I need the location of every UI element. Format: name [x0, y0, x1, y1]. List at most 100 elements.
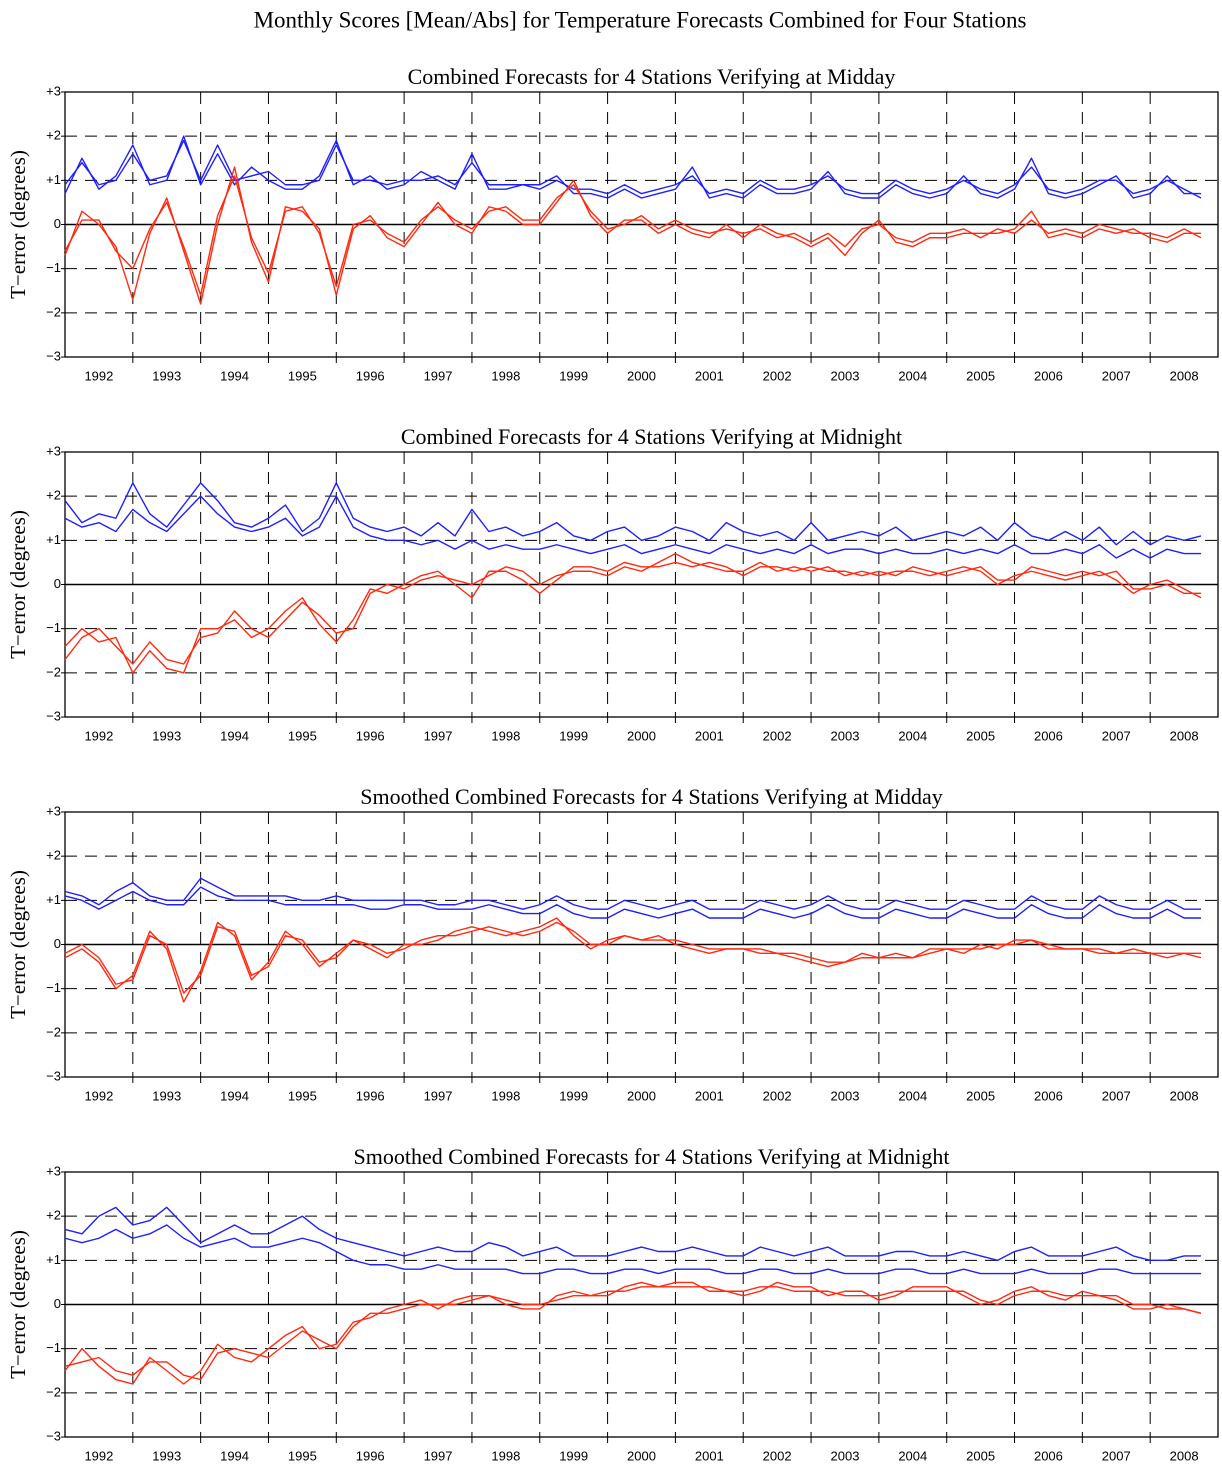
x-tick-label: 2000: [627, 728, 656, 743]
y-tick-label: −3: [46, 708, 61, 723]
x-tick-label: 2003: [831, 1448, 860, 1463]
data-line: [64, 139, 1202, 199]
x-tick-label: 2002: [763, 368, 792, 383]
y-tick-label: +2: [46, 488, 61, 503]
x-tick-label: 1998: [491, 368, 520, 383]
x-tick-label: 2001: [695, 728, 724, 743]
data-line: [64, 917, 1202, 1003]
x-tick-label: 1998: [491, 728, 520, 743]
x-tick-label: 1993: [152, 728, 181, 743]
x-tick-label: 2004: [898, 368, 927, 383]
y-tick-label: −1: [46, 980, 61, 995]
x-tick-label: 2005: [966, 368, 995, 383]
y-tick-label: −3: [46, 1068, 61, 1083]
panel-title: Combined Forecasts for 4 Stations Verify…: [408, 64, 896, 89]
x-tick-label: 1995: [288, 368, 317, 383]
data-line: [64, 166, 1202, 305]
data-line: [64, 886, 1202, 919]
x-tick-label: 2005: [966, 728, 995, 743]
x-tick-label: 2008: [1170, 728, 1199, 743]
y-tick-label: −2: [46, 1024, 61, 1039]
x-tick-label: 1999: [559, 368, 588, 383]
y-tick-label: −1: [46, 620, 61, 635]
x-tick-label: 1993: [152, 1088, 181, 1103]
x-tick-label: 1995: [288, 728, 317, 743]
y-tick-label: −2: [46, 664, 61, 679]
data-line: [64, 552, 1202, 665]
x-tick-label: 2000: [627, 1088, 656, 1103]
panel-title: Smoothed Combined Forecasts for 4 Statio…: [354, 1144, 950, 1169]
y-tick-label: +2: [46, 128, 61, 143]
x-tick-label: 1996: [356, 1448, 385, 1463]
y-tick-label: 0: [54, 1296, 61, 1311]
data-line: [64, 1206, 1202, 1262]
x-tick-label: 2008: [1170, 1088, 1199, 1103]
data-line: [64, 921, 1202, 994]
y-tick-label: −2: [46, 1384, 61, 1399]
x-tick-label: 2002: [763, 728, 792, 743]
x-tick-label: 1999: [559, 1088, 588, 1103]
y-tick-label: −2: [46, 304, 61, 319]
x-tick-label: 1997: [424, 368, 453, 383]
y-tick-label: 0: [54, 576, 61, 591]
plot-frame: [64, 451, 1219, 718]
x-tick-label: 1992: [84, 1448, 113, 1463]
y-tick-label: +3: [46, 443, 61, 458]
y-tick-label: 0: [54, 216, 61, 231]
x-tick-label: 2006: [1034, 1448, 1063, 1463]
x-tick-label: 1996: [356, 1088, 385, 1103]
y-axis-label: T−error (degrees): [6, 1230, 30, 1379]
x-tick-label: 2004: [898, 1088, 927, 1103]
y-tick-label: +3: [46, 1163, 61, 1178]
y-tick-label: +3: [46, 83, 61, 98]
x-tick-label: 1993: [152, 368, 181, 383]
x-tick-label: 2004: [898, 728, 927, 743]
y-tick-label: +3: [46, 803, 61, 818]
x-tick-label: 1997: [424, 1448, 453, 1463]
figure-title: Monthly Scores [Mean/Abs] for Temperatur…: [254, 7, 1027, 32]
y-axis-label: T−error (degrees): [6, 150, 30, 299]
x-tick-label: 1999: [559, 1448, 588, 1463]
data-line: [64, 1281, 1202, 1385]
x-tick-label: 2008: [1170, 1448, 1199, 1463]
y-tick-label: +2: [46, 848, 61, 863]
x-tick-label: 1997: [424, 728, 453, 743]
x-tick-label: 1998: [491, 1088, 520, 1103]
y-tick-label: +2: [46, 1208, 61, 1223]
x-tick-label: 2007: [1102, 728, 1131, 743]
x-tick-label: 1994: [220, 1448, 249, 1463]
x-tick-label: 2001: [695, 368, 724, 383]
panel: Combined Forecasts for 4 Stations Verify…: [6, 64, 1219, 383]
x-tick-label: 2005: [966, 1448, 995, 1463]
x-tick-label: 2006: [1034, 1088, 1063, 1103]
x-tick-label: 1996: [356, 368, 385, 383]
data-line: [64, 561, 1202, 674]
x-tick-label: 1998: [491, 1448, 520, 1463]
x-tick-label: 1992: [84, 368, 113, 383]
panel: Smoothed Combined Forecasts for 4 Statio…: [6, 784, 1219, 1103]
x-tick-label: 1992: [84, 728, 113, 743]
x-tick-label: 2002: [763, 1448, 792, 1463]
x-tick-label: 2007: [1102, 368, 1131, 383]
data-line: [64, 1286, 1202, 1381]
y-tick-label: +1: [46, 172, 61, 187]
plot-frame: [64, 811, 1219, 1078]
x-tick-label: 2001: [695, 1448, 724, 1463]
x-tick-label: 2008: [1170, 368, 1199, 383]
x-tick-label: 1993: [152, 1448, 181, 1463]
y-tick-label: −1: [46, 260, 61, 275]
data-line: [64, 495, 1202, 559]
y-tick-label: +1: [46, 1252, 61, 1267]
x-tick-label: 1992: [84, 1088, 113, 1103]
y-tick-label: −1: [46, 1340, 61, 1355]
x-tick-label: 2004: [898, 1448, 927, 1463]
x-tick-label: 2005: [966, 1088, 995, 1103]
x-tick-label: 2002: [763, 1088, 792, 1103]
x-tick-label: 2003: [831, 368, 860, 383]
x-tick-label: 1994: [220, 728, 249, 743]
x-tick-label: 2006: [1034, 728, 1063, 743]
x-tick-label: 2007: [1102, 1448, 1131, 1463]
y-tick-label: −3: [46, 1428, 61, 1443]
data-line: [64, 1224, 1202, 1275]
plot-frame: [64, 1171, 1219, 1438]
